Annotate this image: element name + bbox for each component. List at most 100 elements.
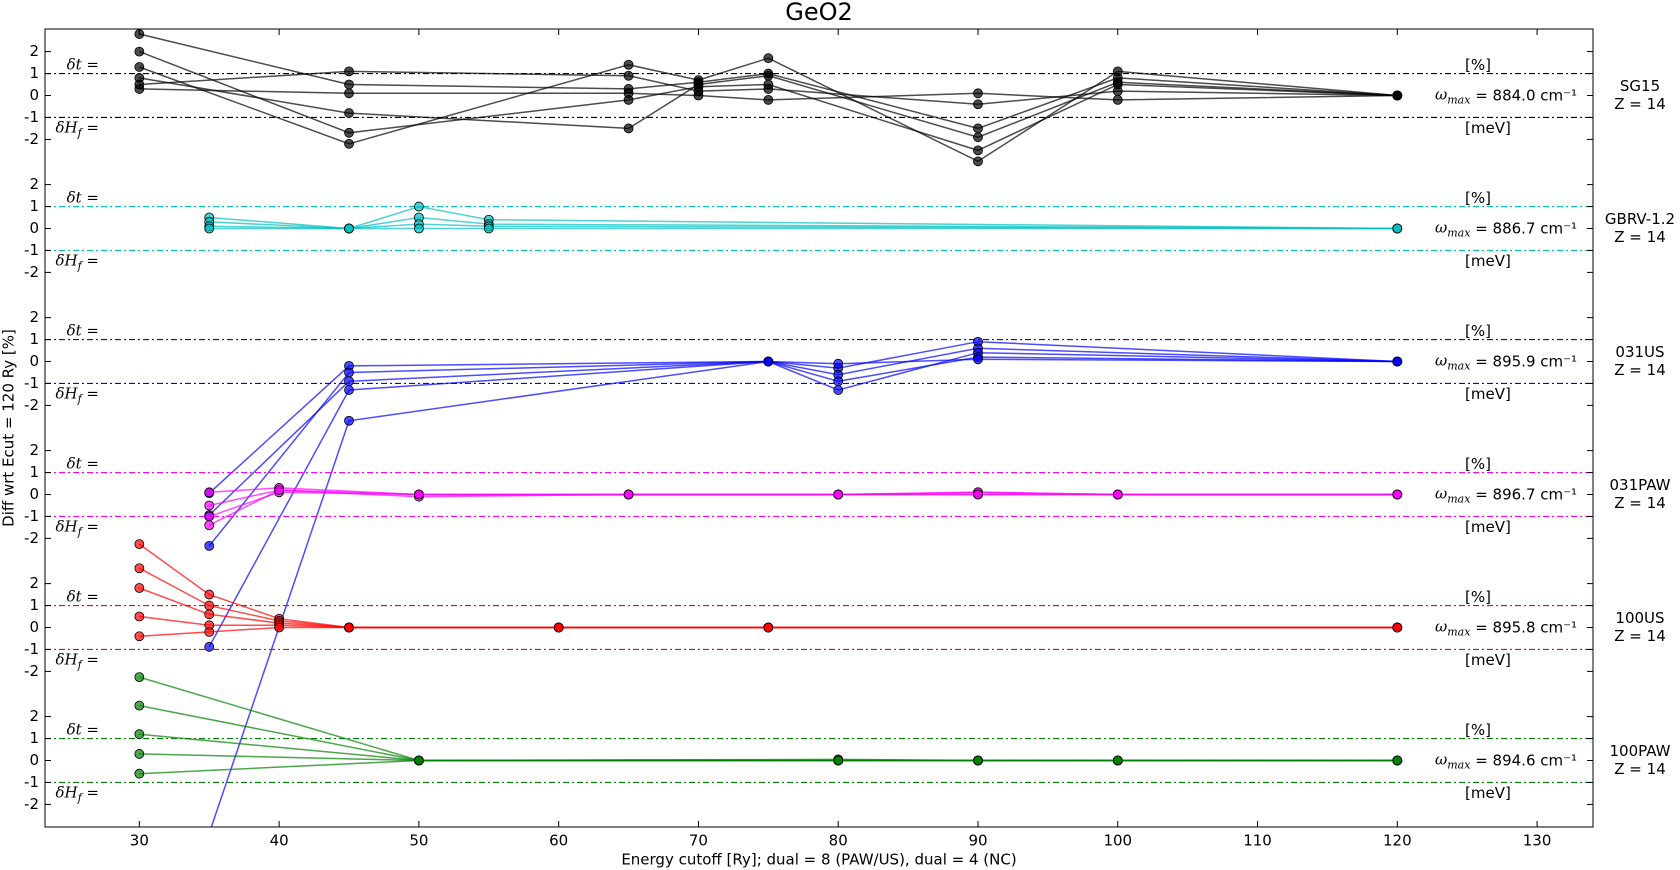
- data-point: [623, 489, 634, 500]
- x-tick-label: 30: [130, 832, 149, 850]
- pseudo-name: 100US: [1615, 609, 1664, 627]
- omega-sub: max: [1447, 626, 1471, 639]
- plot-area: [45, 29, 1593, 827]
- data-point: [623, 88, 634, 99]
- omega-text: = 895.8 cm⁻¹: [1470, 618, 1577, 636]
- unit-pct: [%]: [1465, 455, 1491, 473]
- dh-eq: =: [82, 384, 99, 402]
- pseudo-name: 100PAW: [1610, 742, 1671, 760]
- data-point: [204, 500, 215, 511]
- data-point: [204, 600, 215, 611]
- unit-pct: [%]: [1465, 56, 1491, 74]
- unit-mev: [meV]: [1465, 252, 1511, 270]
- data-point: [134, 563, 145, 574]
- y-tick-label: -1: [24, 507, 39, 525]
- dh-sub: f: [77, 658, 84, 671]
- series-line: [208, 347, 1398, 547]
- data-point: [763, 53, 774, 64]
- data-point: [274, 485, 285, 496]
- data-point: [413, 755, 424, 766]
- data-point: [204, 511, 215, 522]
- data-point: [204, 626, 215, 637]
- omega-sub: max: [1447, 227, 1471, 240]
- unit-mev: [meV]: [1465, 651, 1511, 669]
- y-tick-label: 1: [29, 197, 39, 215]
- data-point: [763, 84, 774, 94]
- y-tick-label: 1: [29, 64, 39, 82]
- x-tick-label: 80: [829, 832, 848, 850]
- data-point: [204, 487, 215, 498]
- dh-symbol: δH: [55, 783, 78, 801]
- x-tick-label: 130: [1523, 832, 1552, 850]
- dh-eq: =: [82, 650, 99, 668]
- x-tick-label: 40: [270, 832, 289, 850]
- y-tick-label: 2: [29, 308, 39, 326]
- data-point: [483, 223, 494, 234]
- series-line: [139, 676, 1398, 762]
- dh-sub: f: [77, 791, 84, 804]
- dt-label: δt =: [67, 588, 99, 606]
- dh-eq: =: [82, 517, 99, 535]
- dt-label: δt =: [67, 455, 99, 473]
- dh-symbol: δH: [55, 118, 78, 136]
- series-line: [208, 351, 1398, 648]
- data-point: [134, 46, 145, 57]
- omega-text: = 884.0 cm⁻¹: [1470, 86, 1577, 104]
- omega-symbol: ω: [1435, 86, 1447, 104]
- data-point: [623, 59, 634, 70]
- unit-mev: [meV]: [1465, 385, 1511, 403]
- y-tick-label: -1: [24, 374, 39, 392]
- data-point: [1112, 86, 1123, 97]
- data-point: [134, 700, 145, 711]
- omega-symbol: ω: [1435, 219, 1447, 237]
- data-point: [344, 79, 354, 90]
- y-tick-label: 2: [29, 42, 39, 60]
- y-tick-label: -1: [24, 241, 39, 259]
- data-point: [344, 385, 354, 395]
- data-point: [204, 641, 215, 652]
- x-tick-label: 100: [1103, 832, 1132, 850]
- y-tick-label: -2: [24, 529, 39, 547]
- data-point: [204, 609, 215, 620]
- unit-mev: [meV]: [1465, 784, 1511, 802]
- dt-label: δt =: [67, 189, 99, 207]
- data-point: [763, 622, 774, 633]
- y-tick-label: -1: [24, 640, 39, 658]
- y-tick-label: 2: [29, 707, 39, 725]
- data-point: [1392, 223, 1403, 234]
- omega-sub: max: [1447, 493, 1471, 506]
- omega-sub: max: [1447, 360, 1471, 373]
- series-line: [208, 489, 1398, 526]
- data-point: [344, 127, 354, 138]
- dh-label: δHf =: [55, 118, 99, 139]
- data-point: [344, 108, 354, 118]
- x-axis-label: Energy cutoff [Ry]; dual = 8 (PAW/US), d…: [621, 851, 1016, 869]
- data-point: [274, 622, 285, 633]
- data-point: [763, 70, 774, 81]
- series-line: [139, 50, 1398, 152]
- y-tick-label: 0: [29, 485, 39, 503]
- z-label: Z = 14: [1614, 494, 1665, 512]
- data-point: [1392, 622, 1403, 633]
- data-point: [134, 672, 145, 683]
- dh-label: δHf =: [55, 517, 99, 538]
- data-point: [134, 729, 145, 740]
- y-tick-label: -2: [24, 396, 39, 414]
- data-point: [413, 201, 424, 212]
- plot-frame: [44, 28, 1594, 828]
- data-point: [553, 622, 564, 633]
- data-point: [1112, 489, 1123, 500]
- data-point: [833, 358, 844, 369]
- y-tick-label: -2: [24, 662, 39, 680]
- dh-symbol: δH: [55, 384, 78, 402]
- omega-label: ωmax = 895.8 cm⁻¹: [1435, 618, 1577, 639]
- y-tick-label: 2: [29, 441, 39, 459]
- omega-text: = 896.7 cm⁻¹: [1470, 485, 1577, 503]
- data-point: [134, 749, 145, 759]
- data-point: [344, 622, 354, 633]
- data-point: [204, 540, 215, 551]
- data-point: [763, 94, 774, 105]
- dt-label: δt =: [67, 721, 99, 739]
- x-tick-label: 120: [1383, 832, 1412, 850]
- data-point: [973, 489, 983, 500]
